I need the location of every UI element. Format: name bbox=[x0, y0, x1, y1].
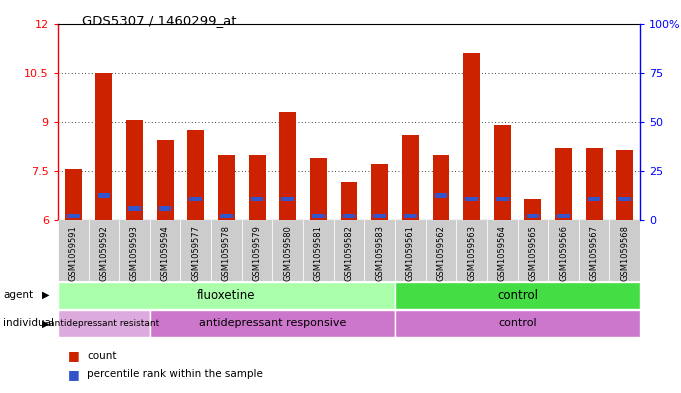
Text: ▶: ▶ bbox=[42, 318, 50, 329]
Bar bbox=[364, 220, 395, 281]
Text: GSM1059582: GSM1059582 bbox=[345, 225, 353, 281]
Bar bbox=[180, 220, 211, 281]
Bar bbox=[128, 206, 141, 211]
Bar bbox=[157, 140, 174, 220]
Text: GSM1059580: GSM1059580 bbox=[283, 225, 292, 281]
Bar bbox=[395, 282, 640, 309]
Bar bbox=[159, 206, 172, 211]
Bar bbox=[588, 196, 601, 201]
Bar bbox=[119, 220, 150, 281]
Text: GSM1059564: GSM1059564 bbox=[498, 225, 507, 281]
Bar bbox=[579, 220, 609, 281]
Bar bbox=[89, 220, 119, 281]
Bar bbox=[432, 154, 449, 220]
Bar bbox=[402, 135, 419, 220]
Text: control: control bbox=[497, 288, 538, 302]
Text: percentile rank within the sample: percentile rank within the sample bbox=[87, 369, 263, 379]
Text: GSM1059577: GSM1059577 bbox=[191, 225, 200, 281]
Bar bbox=[211, 220, 242, 281]
Bar bbox=[434, 193, 447, 198]
Text: GSM1059579: GSM1059579 bbox=[253, 225, 262, 281]
Bar bbox=[65, 169, 82, 220]
Bar bbox=[371, 164, 388, 220]
Bar bbox=[67, 214, 80, 218]
Text: GSM1059565: GSM1059565 bbox=[528, 225, 537, 281]
Bar bbox=[58, 310, 150, 337]
Bar bbox=[95, 73, 112, 220]
Bar bbox=[150, 220, 180, 281]
Text: GSM1059581: GSM1059581 bbox=[314, 225, 323, 281]
Bar bbox=[426, 220, 456, 281]
Bar bbox=[524, 199, 541, 220]
Bar bbox=[303, 220, 334, 281]
Bar bbox=[555, 148, 572, 220]
Bar bbox=[251, 196, 264, 201]
Text: GSM1059566: GSM1059566 bbox=[559, 225, 568, 281]
Bar bbox=[395, 310, 640, 337]
Bar bbox=[586, 148, 603, 220]
Bar bbox=[310, 158, 327, 220]
Bar bbox=[97, 193, 110, 198]
Text: GSM1059568: GSM1059568 bbox=[620, 225, 629, 281]
Text: ■: ■ bbox=[68, 349, 80, 362]
Bar bbox=[465, 196, 478, 201]
Bar bbox=[557, 214, 570, 218]
Bar bbox=[242, 220, 272, 281]
Text: GSM1059563: GSM1059563 bbox=[467, 225, 476, 281]
Text: GDS5307 / 1460299_at: GDS5307 / 1460299_at bbox=[82, 14, 236, 27]
Bar bbox=[249, 154, 266, 220]
Text: GSM1059567: GSM1059567 bbox=[590, 225, 599, 281]
Bar bbox=[220, 214, 233, 218]
Bar bbox=[58, 282, 395, 309]
Bar bbox=[518, 220, 548, 281]
Text: GSM1059594: GSM1059594 bbox=[161, 225, 170, 281]
Bar bbox=[404, 214, 417, 218]
Bar bbox=[373, 214, 386, 218]
Bar bbox=[272, 220, 303, 281]
Text: antidepressant responsive: antidepressant responsive bbox=[199, 318, 346, 329]
Bar bbox=[218, 154, 235, 220]
Text: individual: individual bbox=[3, 318, 54, 329]
Text: ■: ■ bbox=[68, 367, 80, 381]
Bar bbox=[395, 220, 426, 281]
Text: ▶: ▶ bbox=[42, 290, 50, 300]
Bar bbox=[526, 214, 539, 218]
Text: agent: agent bbox=[3, 290, 33, 300]
Bar bbox=[126, 120, 143, 220]
Bar bbox=[487, 220, 518, 281]
Text: fluoxetine: fluoxetine bbox=[197, 288, 255, 302]
Text: GSM1059562: GSM1059562 bbox=[437, 225, 445, 281]
Bar bbox=[496, 196, 509, 201]
Bar bbox=[343, 214, 355, 218]
Text: GSM1059561: GSM1059561 bbox=[406, 225, 415, 281]
Bar bbox=[463, 53, 480, 220]
Text: count: count bbox=[87, 351, 116, 361]
Bar bbox=[279, 112, 296, 220]
Text: GSM1059578: GSM1059578 bbox=[222, 225, 231, 281]
Text: GSM1059583: GSM1059583 bbox=[375, 225, 384, 281]
Bar bbox=[187, 130, 204, 220]
Bar bbox=[609, 220, 640, 281]
Bar bbox=[150, 310, 395, 337]
Bar bbox=[312, 214, 325, 218]
Bar bbox=[189, 196, 202, 201]
Bar bbox=[548, 220, 579, 281]
Bar bbox=[618, 196, 631, 201]
Bar bbox=[456, 220, 487, 281]
Bar bbox=[616, 150, 633, 220]
Bar bbox=[281, 196, 294, 201]
Bar bbox=[334, 220, 364, 281]
Text: antidepressant resistant: antidepressant resistant bbox=[49, 319, 159, 328]
Text: GSM1059592: GSM1059592 bbox=[99, 225, 108, 281]
Text: GSM1059591: GSM1059591 bbox=[69, 225, 78, 281]
Bar bbox=[58, 220, 89, 281]
Bar bbox=[494, 125, 511, 220]
Bar bbox=[340, 182, 358, 220]
Text: control: control bbox=[498, 318, 537, 329]
Text: GSM1059593: GSM1059593 bbox=[130, 225, 139, 281]
